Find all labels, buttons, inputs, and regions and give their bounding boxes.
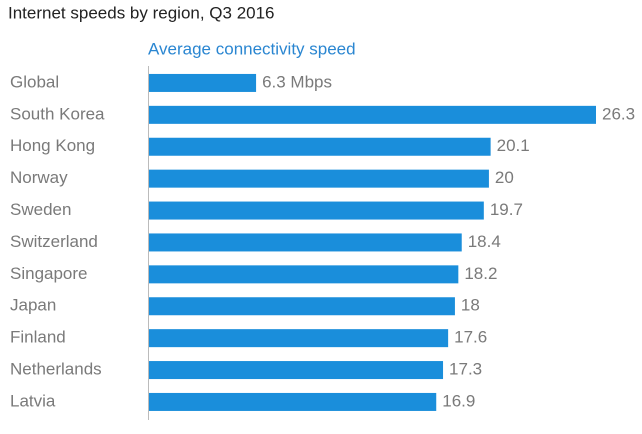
- value-label: 20: [495, 168, 514, 187]
- bar: [149, 233, 462, 252]
- bar: [149, 329, 449, 348]
- value-label: 18.2: [464, 264, 497, 283]
- bar: [149, 297, 455, 316]
- series-label: Average connectivity speed: [148, 39, 356, 58]
- bar: [149, 169, 489, 188]
- category-label: Hong Kong: [10, 136, 95, 155]
- category-label: Singapore: [10, 264, 88, 283]
- category-label: Switzerland: [10, 232, 98, 251]
- category-label: Finland: [10, 328, 66, 347]
- value-label: 26.3: [602, 104, 635, 123]
- category-label: Japan: [10, 296, 56, 315]
- chart-title: Internet speeds by region, Q3 2016: [8, 3, 275, 22]
- category-label: Global: [10, 72, 59, 91]
- bar: [149, 361, 444, 380]
- bar: [149, 73, 257, 92]
- category-label: Latvia: [10, 391, 56, 410]
- value-label: 6.3 Mbps: [262, 72, 332, 91]
- bar: [149, 201, 484, 220]
- value-label: 18.4: [468, 232, 501, 251]
- bar: [149, 137, 491, 156]
- category-label: Sweden: [10, 200, 71, 219]
- value-label: 17.3: [449, 360, 482, 379]
- bar: [149, 392, 437, 411]
- value-label: 18: [461, 296, 480, 315]
- value-label: 20.1: [497, 136, 530, 155]
- category-label: Norway: [10, 168, 68, 187]
- value-label: 19.7: [490, 200, 523, 219]
- value-label: 17.6: [454, 328, 487, 347]
- category-label: South Korea: [10, 104, 105, 123]
- category-label: Netherlands: [10, 360, 102, 379]
- bar: [149, 265, 459, 284]
- bar: [149, 105, 596, 124]
- value-label: 16.9: [442, 391, 475, 410]
